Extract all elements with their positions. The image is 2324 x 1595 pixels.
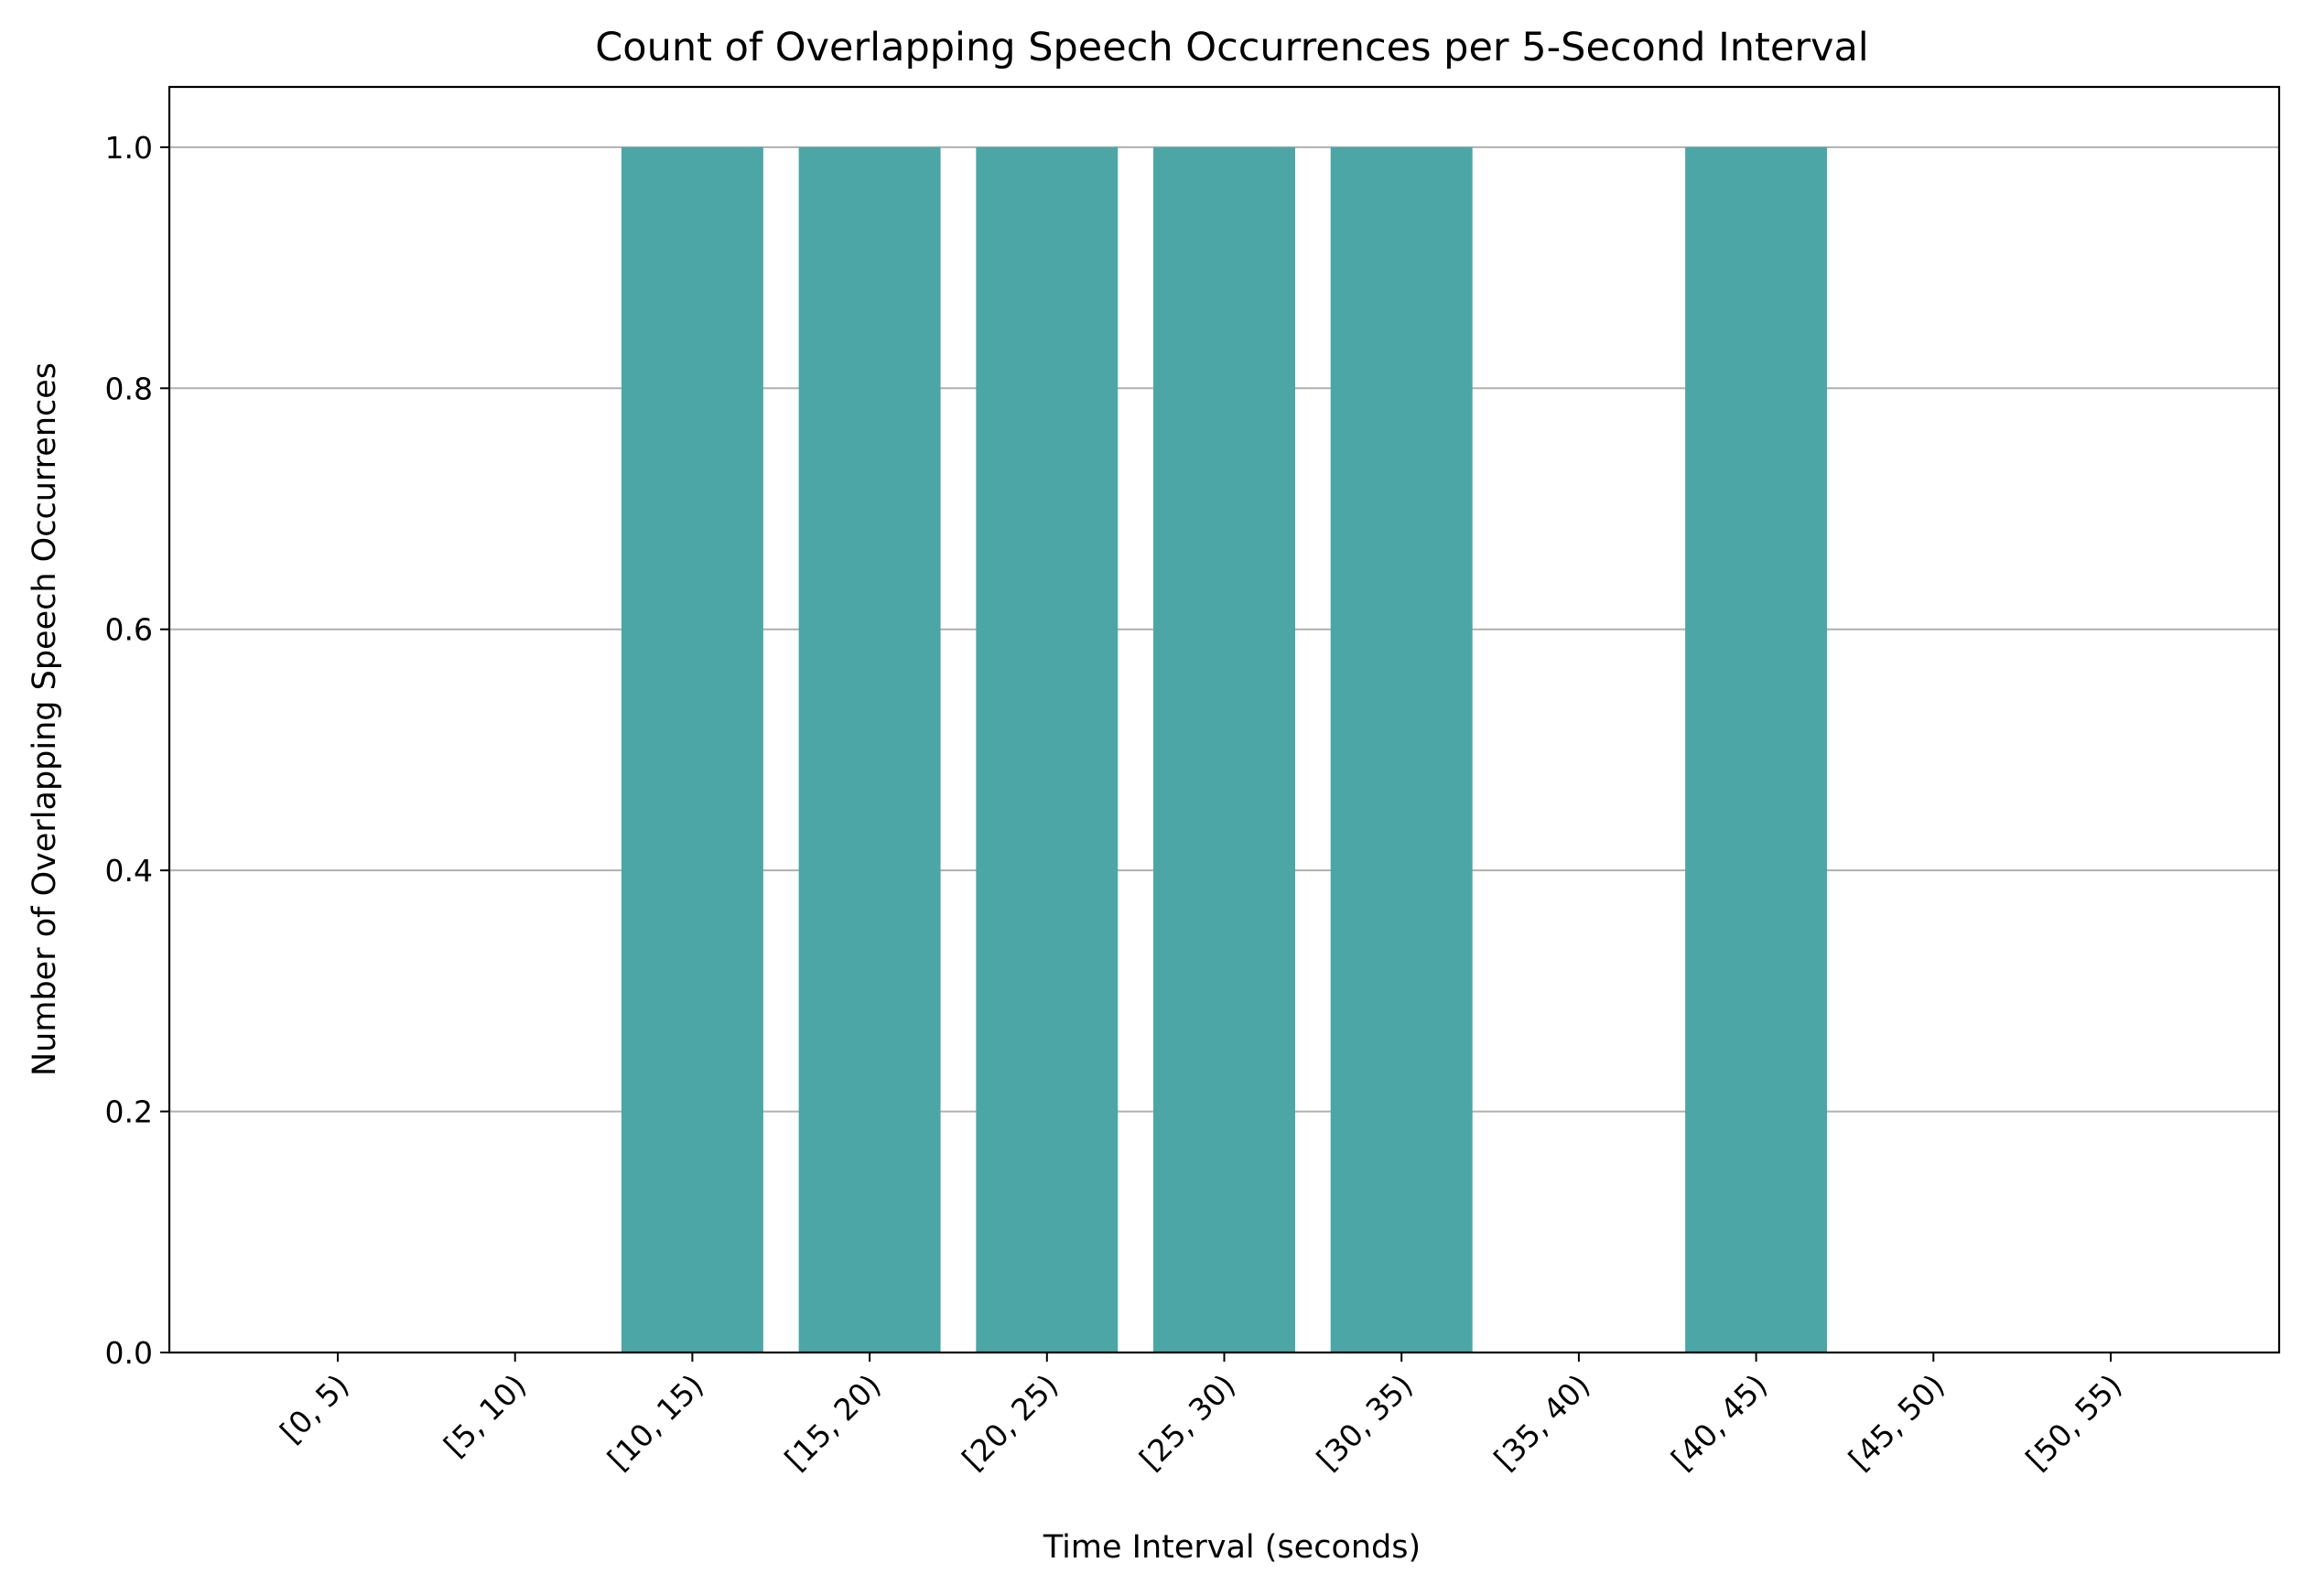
x-tick-label: [40, 45) (1664, 1367, 1774, 1477)
bar (621, 146, 763, 1353)
x-tick-label: [30, 35) (1310, 1367, 1420, 1477)
bar (976, 146, 1119, 1353)
x-tick-label: [15, 20) (778, 1367, 888, 1477)
y-axis-ticks: 0.0 0.2 0.4 0.6 0.8 1.0 (105, 130, 169, 1371)
y-tick-label: 0.2 (105, 1094, 153, 1130)
y-tick-label: 0.8 (105, 371, 153, 406)
x-tick-label: [50, 55) (2019, 1367, 2129, 1477)
x-tick-label: [20, 25) (955, 1367, 1065, 1477)
y-tick-label: 0.4 (105, 853, 153, 889)
y-tick-label: 0.6 (105, 612, 153, 648)
y-tick-label: 1.0 (105, 130, 153, 166)
y-tick-label: 0.0 (105, 1335, 153, 1371)
x-tick-label: [0, 5) (273, 1367, 355, 1450)
bar (1685, 146, 1828, 1353)
x-tick-label: [35, 40) (1487, 1367, 1597, 1477)
x-axis-ticks: [0, 5) [5, 10) [10, 15) [15, 20) [20, 25) [25… (273, 1353, 2129, 1477)
bar (798, 146, 941, 1353)
chart-title: Count of Overlapping Speech Occurrences … (595, 25, 1869, 70)
x-tick-label: [5, 10) (437, 1367, 533, 1463)
bar (1153, 146, 1295, 1353)
x-tick-label: [10, 15) (600, 1367, 710, 1477)
x-tick-label: [25, 30) (1132, 1367, 1242, 1477)
x-tick-label: [45, 50) (1842, 1367, 1951, 1477)
y-axis-label: Number of Overlapping Speech Occurrences (27, 362, 63, 1076)
bar (1330, 146, 1473, 1353)
x-axis-label: Time Interval (seconds) (1043, 1529, 1421, 1566)
bars (621, 146, 1828, 1353)
plot-frame (168, 85, 2281, 1354)
